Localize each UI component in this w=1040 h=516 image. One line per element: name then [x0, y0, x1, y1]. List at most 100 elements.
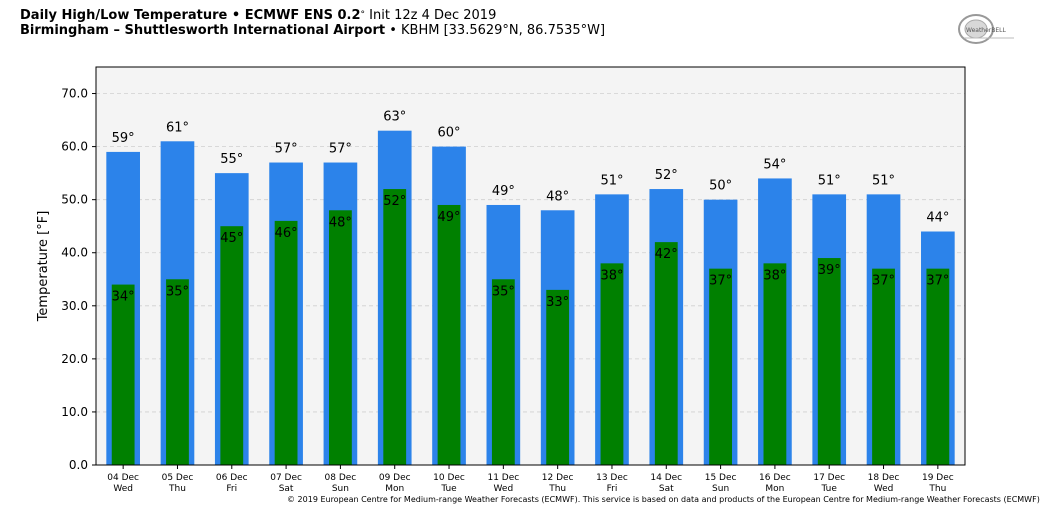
low-value-label: 45° — [220, 231, 243, 246]
low-bar — [491, 279, 515, 465]
x-tick-date: 14 Dec — [650, 473, 682, 483]
x-tick-date: 12 Dec — [542, 473, 574, 483]
x-tick-weekday: Sun — [332, 484, 349, 494]
init-time: Init 12z 4 Dec 2019 — [365, 8, 497, 23]
low-value-label: 49° — [438, 210, 461, 225]
x-tick-date: 08 Dec — [325, 473, 357, 483]
high-value-label: 51° — [872, 173, 895, 188]
low-bar — [872, 268, 895, 465]
low-bar — [600, 263, 624, 465]
y-tick-label: 30.0 — [61, 299, 88, 313]
x-tick-date: 06 Dec — [216, 473, 248, 483]
low-value-label: 35° — [492, 284, 515, 299]
x-tick-weekday: Mon — [765, 484, 784, 494]
station-coords: • KBHM [33.5629°N, 86.7535°W] — [385, 23, 606, 38]
low-bar — [111, 284, 135, 465]
x-tick-date: 09 Dec — [379, 473, 411, 483]
x-tick-date: 17 Dec — [813, 473, 845, 483]
y-tick-label: 40.0 — [61, 246, 88, 260]
low-value-label: 34° — [112, 290, 135, 305]
low-value-label: 35° — [166, 284, 189, 299]
low-bar — [166, 279, 189, 465]
low-bar — [274, 220, 298, 465]
x-tick-weekday: Thu — [168, 484, 186, 494]
y-tick-label: 20.0 — [61, 352, 88, 366]
y-tick-label: 50.0 — [61, 193, 88, 207]
low-value-label: 48° — [329, 215, 352, 230]
low-bar — [763, 263, 787, 465]
high-value-label: 57° — [329, 142, 352, 157]
x-tick-date: 10 Dec — [433, 473, 465, 483]
y-tick-label: 0.0 — [69, 458, 88, 472]
low-bar — [817, 258, 841, 465]
data-labels: 59° 34° 61° 35° 55° 45° 57° 46° 57° 48° 63° 52° 60° 4… — [112, 110, 950, 310]
x-tick-weekday: Wed — [113, 484, 133, 494]
low-bar — [220, 226, 244, 465]
x-tick-weekday: Thu — [928, 484, 946, 494]
low-value-label: 37° — [926, 274, 949, 289]
x-tick-weekday: Wed — [874, 484, 894, 494]
x-tick-weekday: Mon — [385, 484, 404, 494]
high-value-label: 50° — [709, 179, 732, 194]
high-value-label: 63° — [383, 110, 406, 125]
high-value-label: 48° — [546, 189, 569, 204]
high-value-label: 52° — [655, 168, 678, 183]
x-tick-weekday: Fri — [226, 484, 237, 494]
x-tick-weekday: Sun — [712, 484, 729, 494]
low-bar — [926, 268, 950, 465]
low-bar — [329, 210, 352, 465]
x-tick-weekday: Tue — [440, 484, 457, 494]
high-value-label: 60° — [438, 126, 461, 141]
high-value-label: 57° — [275, 142, 298, 157]
low-value-label: 42° — [655, 247, 678, 262]
y-axis-label: Temperature [°F] — [36, 211, 51, 323]
low-value-label: 37° — [872, 274, 895, 289]
chart-title-line: Daily High/Low Temperature • ECMWF ENS 0… — [20, 8, 496, 23]
high-value-label: 51° — [600, 173, 623, 188]
low-value-label: 38° — [763, 268, 786, 283]
plot-frame — [95, 66, 966, 466]
x-tick-date: 05 Dec — [162, 473, 194, 483]
x-tick-date: 18 Dec — [868, 473, 900, 483]
low-bar — [654, 242, 678, 465]
logo-text: WeatherBELL — [966, 27, 1007, 34]
station-name: Birmingham – Shuttlesworth International… — [20, 23, 386, 38]
low-value-label: 33° — [546, 295, 569, 310]
low-value-label: 52° — [383, 194, 406, 209]
high-value-label: 61° — [166, 120, 189, 135]
station-line: Birmingham – Shuttlesworth International… — [20, 23, 605, 38]
weatherbell-logo: WeatherBELL — [958, 14, 1014, 44]
low-value-label: 46° — [275, 226, 298, 241]
x-tick-weekday: Wed — [494, 484, 514, 494]
low-value-label: 39° — [818, 263, 841, 278]
x-tick-weekday: Sat — [279, 484, 294, 494]
low-bar — [383, 189, 407, 465]
x-tick-date: 13 Dec — [596, 473, 628, 483]
high-value-label: 54° — [763, 157, 786, 172]
x-tick-weekday: Tue — [821, 484, 838, 494]
low-bar — [546, 289, 570, 465]
y-tick-label: 60.0 — [61, 140, 88, 154]
low-bar — [709, 268, 732, 465]
x-tick-date: 19 Dec — [922, 473, 954, 483]
high-value-label: 51° — [818, 173, 841, 188]
x-tick-date: 04 Dec — [107, 473, 139, 483]
high-value-label: 44° — [926, 211, 949, 226]
high-value-label: 55° — [220, 152, 243, 167]
chart-title: Daily High/Low Temperature • ECMWF ENS 0… — [20, 8, 361, 23]
degree-superscript: ° — [360, 10, 366, 20]
y-tick-label: 10.0 — [61, 405, 88, 419]
y-tick-label: 70.0 — [61, 87, 88, 101]
x-tick-weekday: Sat — [659, 484, 674, 494]
copyright-notice: © 2019 European Centre for Medium-range … — [287, 495, 1040, 504]
low-value-label: 37° — [709, 274, 732, 289]
x-tick-date: 16 Dec — [759, 473, 791, 483]
x-tick-date: 07 Dec — [270, 473, 302, 483]
high-value-label: 59° — [112, 131, 135, 146]
low-value-label: 38° — [600, 268, 623, 283]
x-tick-date: 11 Dec — [487, 473, 519, 483]
x-tick-date: 15 Dec — [705, 473, 737, 483]
x-tick-weekday: Fri — [607, 484, 618, 494]
